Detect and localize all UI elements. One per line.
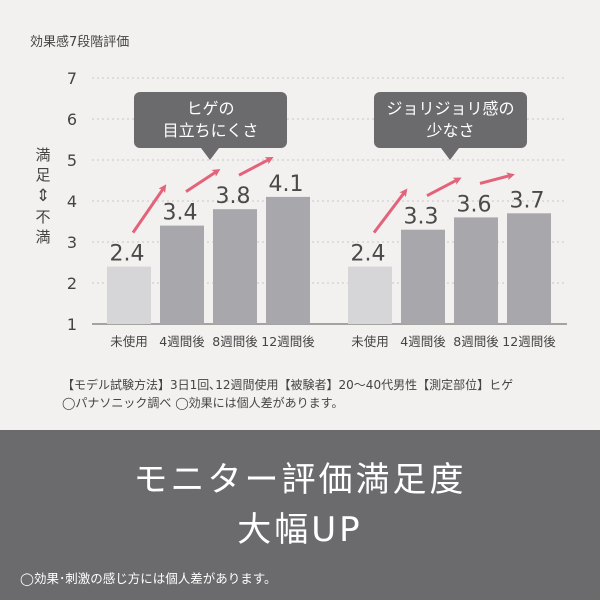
banner-subheading: 大幅UP bbox=[237, 510, 363, 550]
x-tick-label: 未使用 bbox=[351, 334, 389, 349]
y-tick-label: 6 bbox=[67, 110, 77, 129]
x-tick-label: 4週間後 bbox=[400, 334, 446, 349]
bar bbox=[507, 213, 551, 324]
data-label: 3.8 bbox=[216, 184, 251, 209]
data-label: 3.3 bbox=[404, 205, 439, 230]
chart-area: 効果感7段階評価 満足 ⇕ 不満 1 2 3 4 5 6 7 2.4 未使用 3.4 4週間後 3.8… bbox=[30, 35, 567, 412]
trend-arrow bbox=[372, 188, 408, 234]
x-tick-label: 未使用 bbox=[110, 334, 148, 349]
y-tick-label: 5 bbox=[67, 151, 77, 170]
y-tick-label: 2 bbox=[67, 274, 77, 293]
y-tick-label: 1 bbox=[67, 315, 77, 334]
callout-pointer bbox=[441, 148, 459, 160]
callout-jorijori: ジョリジョリ感の 少なさ bbox=[374, 92, 527, 160]
callout-line: ヒゲの bbox=[186, 99, 235, 118]
bar-chart: 1 2 3 4 5 6 7 2.4 未使用 3.4 4週間後 3.8 8週間後 4.1 12週間後 2.4 未使… bbox=[67, 69, 567, 349]
banner-heading: モニター評価満足度 bbox=[133, 460, 467, 500]
up-down-arrow-icon: ⇕ bbox=[35, 186, 51, 206]
callout-line: 目立ちにくさ bbox=[162, 121, 259, 140]
data-label: 3.6 bbox=[457, 192, 492, 217]
data-label: 2.4 bbox=[110, 242, 145, 267]
trend-arrow bbox=[426, 177, 462, 198]
bar bbox=[107, 266, 151, 324]
callout-line: 少なさ bbox=[426, 121, 475, 140]
chart-title: 効果感7段階評価 bbox=[30, 35, 130, 50]
data-label: 4.1 bbox=[269, 172, 304, 197]
y-tick-label: 3 bbox=[67, 233, 77, 252]
trend-arrow bbox=[185, 169, 221, 193]
y-axis-label-bottom: 不満 bbox=[35, 208, 51, 246]
y-axis-label: 満足 ⇕ 不満 bbox=[34, 145, 52, 247]
bar bbox=[213, 209, 257, 324]
data-label: 3.4 bbox=[163, 201, 198, 226]
callout-pointer bbox=[201, 148, 219, 160]
x-tick-label: 12週間後 bbox=[502, 334, 556, 349]
callout-hige: ヒゲの 目立ちにくさ bbox=[134, 92, 287, 160]
data-label: 3.7 bbox=[510, 188, 545, 213]
callout-line: ジョリジョリ感の bbox=[386, 99, 515, 118]
x-tick-label: 4週間後 bbox=[159, 334, 205, 349]
footnote-line-2: ◯パナソニック調べ ◯効果には個人差があります。 bbox=[62, 396, 344, 410]
bar bbox=[454, 217, 498, 324]
y-tick-label: 7 bbox=[67, 69, 77, 88]
y-axis-label-top: 満足 bbox=[35, 146, 51, 184]
x-tick-label: 8週間後 bbox=[453, 334, 499, 349]
data-label: 2.4 bbox=[351, 242, 386, 267]
trend-arrow bbox=[479, 172, 515, 185]
trend-arrow bbox=[131, 184, 167, 234]
x-tick-label: 12週間後 bbox=[261, 334, 315, 349]
bar bbox=[348, 266, 392, 324]
trend-arrow bbox=[238, 157, 274, 177]
banner-note: ◯効果･刺激の感じ方には個人差があります。 bbox=[20, 571, 277, 586]
bar bbox=[401, 229, 445, 324]
footnote-line-1: 【モデル試験方法】3日1回､12週間使用【被験者】20～40代男性【測定部位】ヒ… bbox=[62, 378, 514, 392]
x-tick-label: 8週間後 bbox=[212, 334, 258, 349]
y-tick-label: 4 bbox=[67, 192, 77, 211]
banner bbox=[0, 430, 600, 600]
footnote: 【モデル試験方法】3日1回､12週間使用【被験者】20～40代男性【測定部位】ヒ… bbox=[62, 376, 562, 412]
bar bbox=[266, 196, 310, 324]
bar bbox=[160, 225, 204, 324]
